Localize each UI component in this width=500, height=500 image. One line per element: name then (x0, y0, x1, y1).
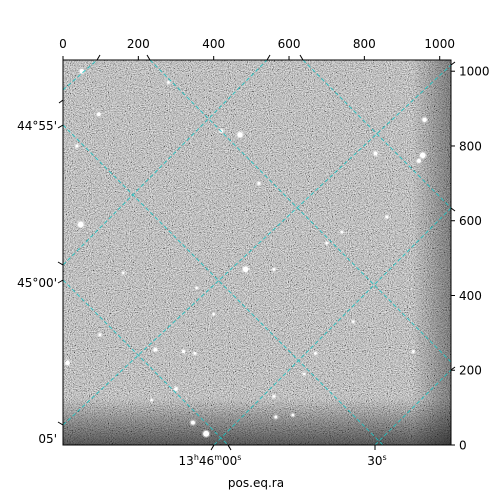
world-coordinate-tick (96, 54, 101, 61)
y-pixel-tick-label: 400 (459, 289, 482, 303)
star-source (272, 395, 276, 398)
star-source (351, 320, 355, 323)
world-coordinate-tick (57, 124, 64, 129)
axis-ticks (57, 54, 456, 451)
sky-image (63, 60, 451, 445)
star-source (150, 398, 153, 402)
star-source (181, 349, 186, 354)
coordinate-grid (63, 60, 451, 445)
world-coordinate-tick (58, 99, 64, 104)
dec-tick-label-1: 44°55' (17, 119, 57, 133)
dec-gridline (302, 60, 451, 209)
star-source (79, 69, 85, 74)
y-pixel-tick-label: 1000 (459, 65, 490, 79)
ra-gridline (63, 64, 451, 426)
world-coordinate-tick (146, 54, 151, 61)
star-source (385, 215, 389, 219)
ra-gridline (213, 207, 451, 445)
x-pixel-tick-label: 1000 (424, 37, 455, 51)
x-pixel-tick-label: 600 (278, 37, 301, 51)
star-source (302, 372, 306, 376)
star-source (203, 430, 210, 437)
world-coordinate-tick (299, 54, 304, 61)
x-pixel-tick-label: 0 (59, 37, 67, 51)
ra-tick-label-2: 30s (367, 453, 386, 468)
star-source (193, 352, 197, 355)
world-coordinate-tick (57, 421, 64, 426)
star-source (411, 350, 415, 353)
star-source (122, 271, 125, 275)
star-source (174, 387, 178, 391)
world-coordinate-tick (450, 207, 456, 212)
axis-tick-labels: 0 200 400 600 800 1000 0 200 400 600 800 1000 (59, 37, 489, 453)
star-source (422, 117, 427, 123)
star-source (195, 286, 198, 290)
y-pixel-tick-label: 200 (459, 364, 482, 378)
star-source (313, 352, 317, 355)
star-source (340, 230, 344, 234)
star-source (242, 266, 249, 273)
y-pixel-tick-label: 600 (459, 214, 482, 228)
world-coordinate-tick (450, 366, 456, 371)
star-source (167, 81, 170, 84)
star-source (419, 152, 426, 159)
star-source (96, 112, 101, 116)
y-pixel-tick-label: 0 (459, 439, 467, 453)
ra-gridline (63, 60, 268, 266)
star-source (416, 158, 421, 163)
world-coordinate-tick (450, 61, 456, 66)
ra-gridline (63, 60, 98, 91)
plot-frame (62, 59, 452, 446)
x-pixel-tick-label: 200 (127, 37, 150, 51)
world-coordinate-tick (227, 444, 232, 451)
x-pixel-tick-label: 800 (353, 37, 376, 51)
world-coordinate-tick (210, 444, 215, 451)
world-coordinate-tick (266, 54, 271, 61)
star-source (77, 221, 84, 228)
world-coordinate-tick (57, 261, 64, 266)
star-source (325, 241, 328, 245)
star-source (291, 413, 295, 417)
star-source (98, 333, 102, 337)
star-source (257, 181, 261, 185)
dec-tick-label-2: 45°00' (17, 276, 57, 290)
ra-gridline (374, 369, 451, 445)
star-source (272, 268, 276, 271)
x-pixel-tick-label: 400 (202, 37, 225, 51)
star-source (153, 347, 158, 352)
star-source (274, 415, 278, 419)
x-axis-title: pos.eq.ra (228, 476, 284, 490)
star-source (65, 360, 70, 365)
dec-gridline (63, 124, 384, 445)
star-source (212, 312, 215, 316)
star-source (237, 132, 243, 138)
world-coordinate-tick (57, 279, 64, 284)
ra-tick-label-1: 13h46m00s (179, 453, 242, 468)
y-pixel-tick-label: 800 (459, 139, 482, 153)
star-source (190, 420, 195, 425)
star-source (75, 144, 79, 148)
star-source (373, 151, 378, 156)
dec-tick-label-3: 05' (38, 432, 57, 446)
